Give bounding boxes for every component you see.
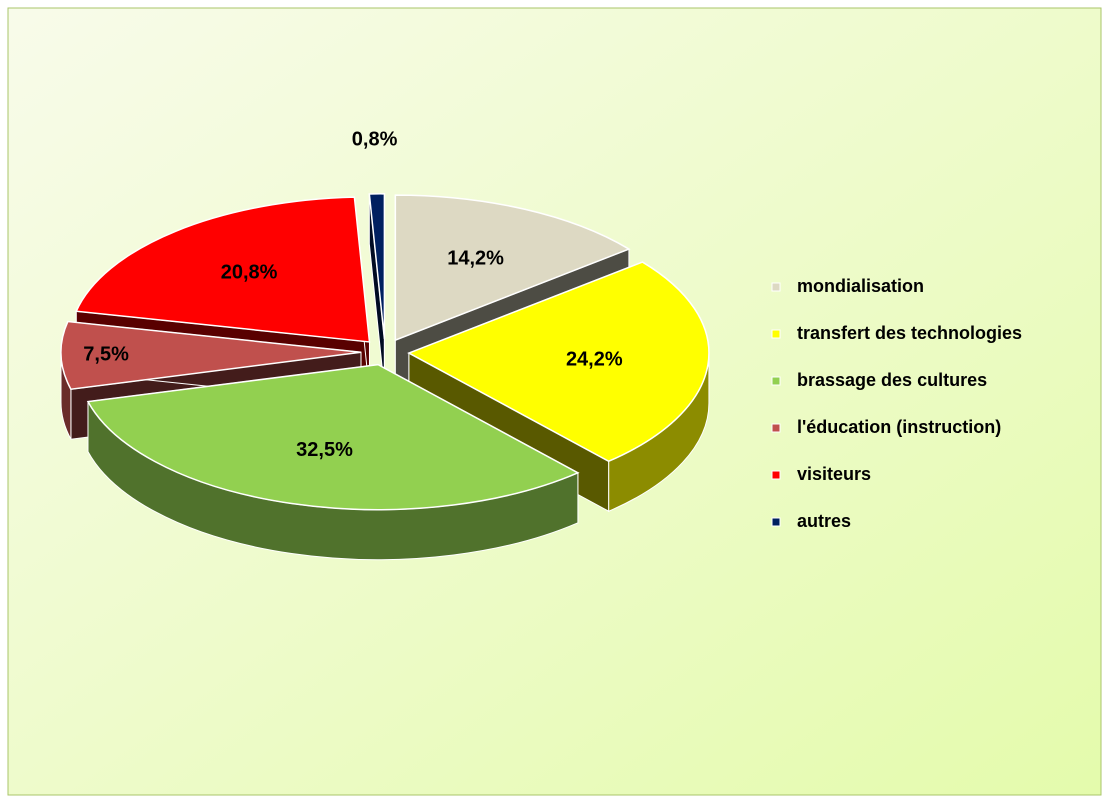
slice (86, 363, 580, 561)
slice-top (60, 320, 362, 391)
slice-top (86, 363, 580, 511)
legend-marker (771, 517, 781, 527)
legend-label: visiteurs (797, 464, 871, 484)
legend-label: l'éducation (instruction) (797, 417, 1001, 437)
slice-top (407, 261, 710, 463)
legend-marker (771, 282, 781, 292)
data-label: 7,5% (83, 343, 129, 365)
legend-label: brassage des cultures (797, 370, 987, 390)
legend-marker (771, 470, 781, 480)
data-label: 32,5% (296, 439, 353, 461)
legend-marker (771, 376, 781, 386)
data-label: 24,2% (566, 349, 623, 371)
slice-top (394, 194, 631, 342)
data-label: 14,2% (447, 247, 504, 269)
slice-top (368, 193, 386, 339)
data-label: 0,8% (352, 129, 398, 151)
legend-label: autres (797, 511, 851, 531)
legend-marker (771, 329, 781, 339)
legend-label: mondialisation (797, 276, 924, 296)
slice-top (75, 196, 371, 343)
legend-marker (771, 423, 781, 433)
data-label: 20,8% (221, 262, 278, 284)
legend-label: transfert des technologies (797, 323, 1022, 343)
